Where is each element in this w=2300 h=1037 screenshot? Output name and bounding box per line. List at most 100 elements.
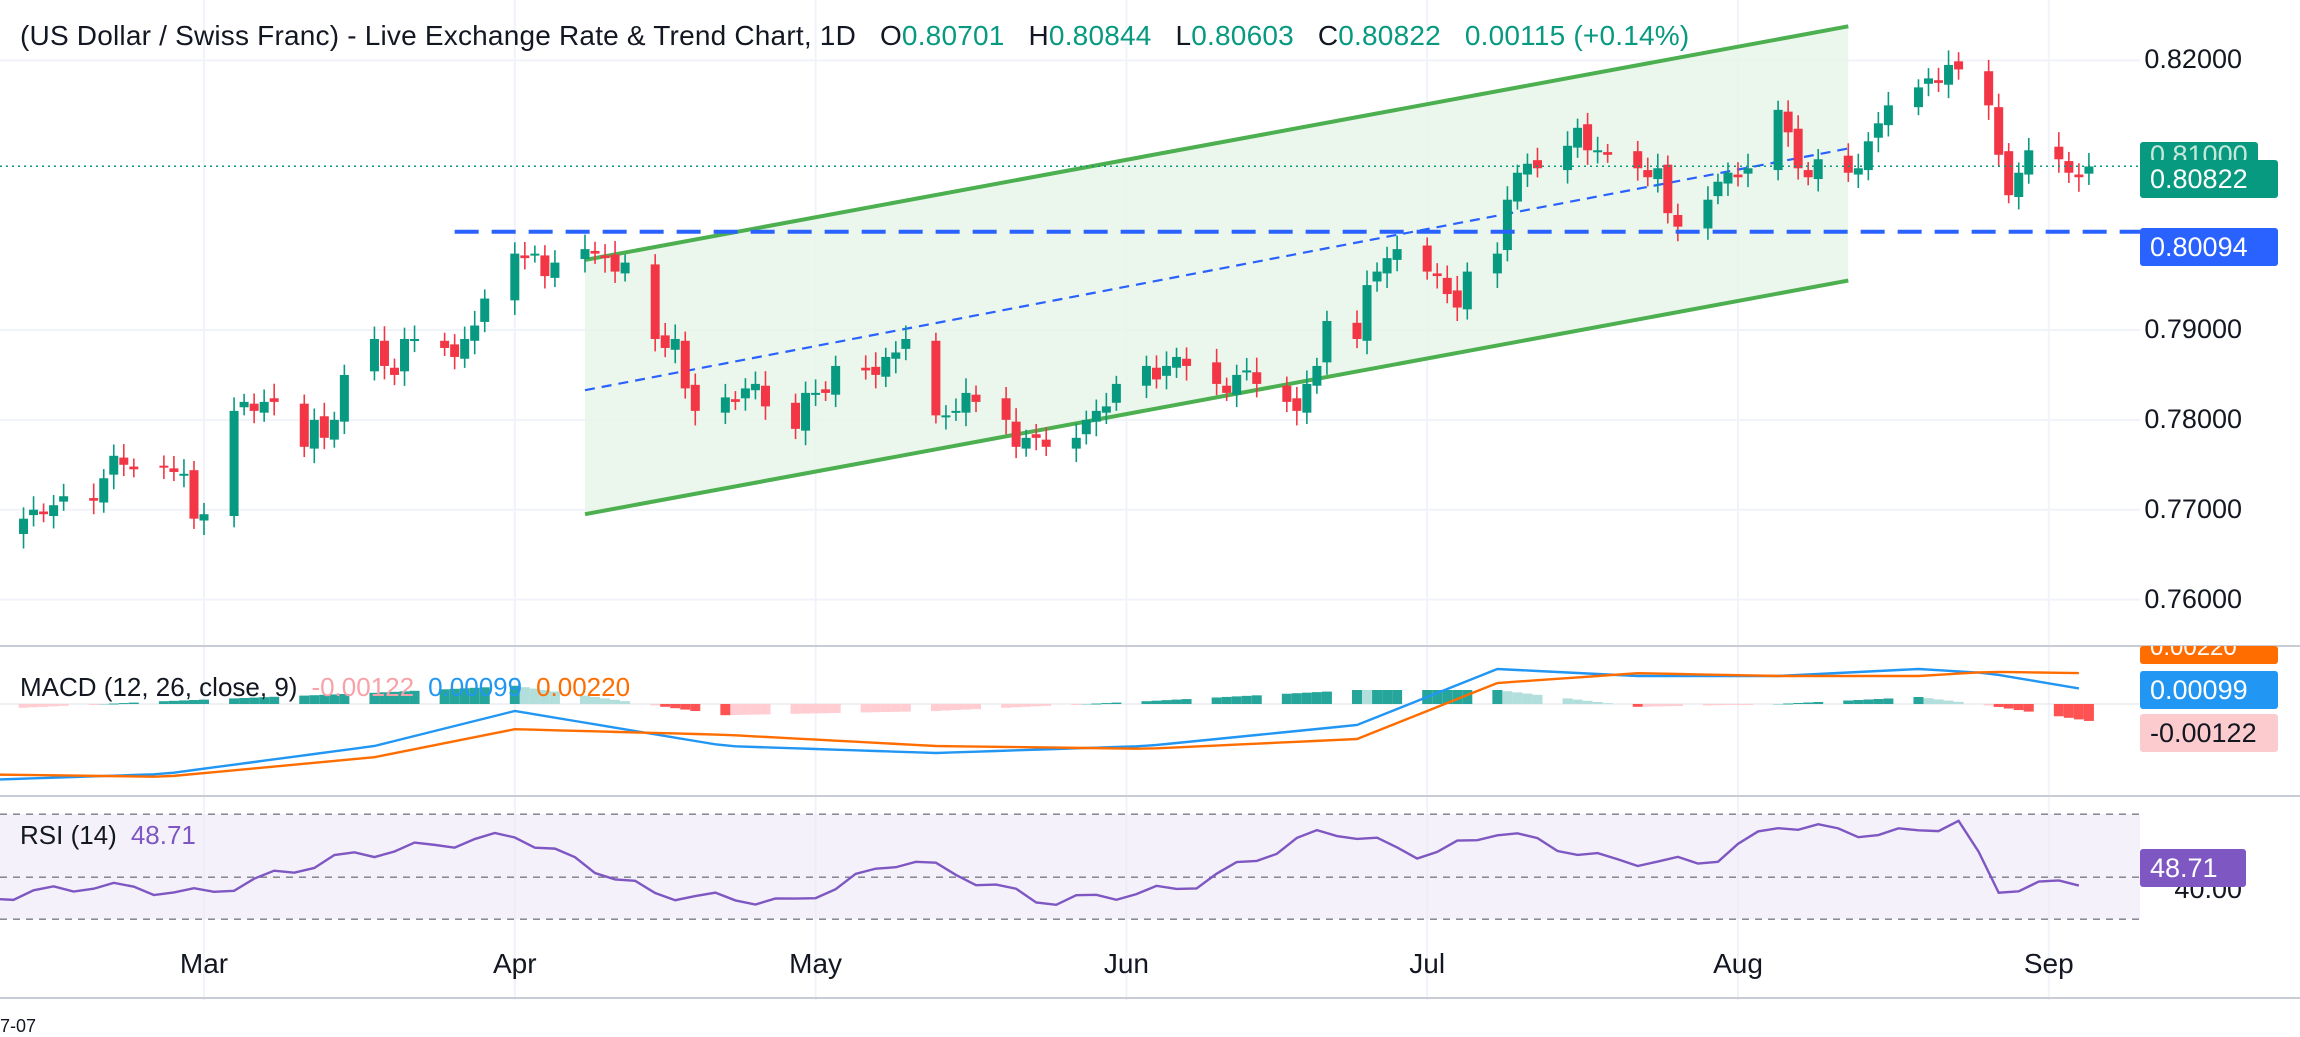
candle-body (1312, 365, 1322, 386)
macd-histogram-bar (1722, 704, 1733, 705)
macd-histogram-bar (1362, 690, 1373, 704)
macd-histogram-bar (1241, 695, 1252, 704)
macd-histogram-bar (399, 691, 410, 704)
close-value: 0.80822 (1338, 20, 1441, 51)
macd-histogram-bar (1843, 700, 1854, 704)
candle-body (861, 367, 871, 371)
candle-body (690, 384, 700, 411)
candle-body (1773, 109, 1783, 171)
candle-body (379, 340, 389, 366)
macd-line-tag: 0.00099 (2140, 671, 2278, 709)
macd-histogram-tag: -0.00122 (2140, 714, 2278, 752)
rsi-title: RSI (14) (20, 820, 117, 850)
macd-histogram-bar (1923, 698, 1934, 704)
macd-histogram-bar (2023, 704, 2034, 712)
candle-body (169, 468, 179, 472)
candle-body (680, 340, 690, 389)
macd-histogram-bar (28, 704, 39, 708)
macd-histogram-value: -0.00122 (311, 672, 415, 702)
macd-signal-tag: 0.00220 (2140, 646, 2278, 664)
candle-body (369, 338, 379, 372)
macd-histogram-bar (1662, 704, 1673, 707)
candle-body (1743, 168, 1753, 174)
macd-histogram-bar (259, 697, 270, 704)
candle-body (1803, 170, 1813, 178)
high-label: H (1028, 20, 1049, 51)
macd-histogram-bar (229, 698, 240, 704)
macd-histogram-bar (1231, 696, 1242, 704)
candle-body (1382, 258, 1392, 274)
candle-body (1703, 199, 1713, 229)
support-level-tag: 0.80094 (2140, 228, 2278, 266)
macd-histogram-bar (1522, 693, 1533, 704)
candle-body (520, 255, 530, 259)
candle-body (389, 367, 399, 375)
candle-body (1573, 127, 1583, 148)
macd-histogram-bar (680, 704, 691, 710)
macd-histogram-bar (620, 701, 631, 704)
macd-histogram-bar (2053, 704, 2064, 717)
macd-line-value: 0.00099 (428, 672, 523, 702)
candle-body (961, 392, 971, 413)
macd-histogram-bar (38, 704, 49, 707)
candle-body (89, 498, 99, 501)
macd-histogram-bar (2013, 704, 2024, 711)
macd-histogram-bar (1432, 690, 1443, 704)
macd-signal-line (0, 670, 2079, 778)
candle-body (239, 401, 249, 408)
price-axis-label: 0.78000 (2144, 403, 2242, 434)
candle-body (2074, 174, 2084, 178)
macd-histogram-bar (1452, 690, 1463, 704)
macd-histogram-bar (1372, 690, 1383, 704)
macd-histogram-bar (1071, 704, 1082, 705)
candle-body (1011, 421, 1021, 447)
candle-body (109, 455, 119, 475)
macd-histogram-bar (940, 704, 951, 711)
candle-body (1212, 362, 1222, 384)
macd-histogram-bar (479, 687, 490, 704)
low-label: L (1175, 20, 1192, 51)
chart-title: (US Dollar / Swiss Franc) - Live Exchang… (20, 20, 856, 51)
macd-histogram-bar (1151, 700, 1162, 704)
candle-body (269, 398, 279, 402)
candle-body (400, 338, 410, 372)
candle-body (99, 478, 109, 503)
macd-histogram-bar (339, 694, 350, 704)
candle-body (129, 466, 139, 470)
macd-histogram-bar (439, 689, 450, 704)
macd-histogram-bar (178, 700, 189, 704)
candle-body (29, 509, 39, 516)
candle-body (470, 325, 480, 341)
candle-body (319, 416, 329, 438)
macd-histogram-bar (690, 704, 701, 711)
candle-body (1362, 285, 1372, 341)
candle-body (1883, 105, 1893, 126)
price-axis-label: 0.82000 (2144, 44, 2242, 75)
candle-body (1282, 385, 1292, 402)
candle-body (1392, 249, 1402, 260)
candle-body (460, 338, 470, 359)
macd-signal-value: 0.00220 (536, 672, 631, 702)
macd-histogram-bar (1301, 692, 1312, 704)
candle-body (1422, 245, 1432, 272)
macd-histogram-bar (1251, 695, 1262, 704)
candle-body (1532, 160, 1542, 169)
macd-histogram-bar (118, 703, 129, 705)
candle-body (1994, 107, 2004, 155)
candle-body (2054, 146, 2064, 160)
macd-histogram-bar (239, 698, 250, 704)
macd-histogram-bar (1291, 693, 1302, 704)
candle-body (1492, 253, 1502, 274)
candle-body (1322, 321, 1332, 363)
macd-histogram-bar (168, 700, 179, 704)
candle-body (720, 397, 730, 413)
candle-body (650, 264, 660, 339)
candle-body (1633, 151, 1643, 169)
macd-histogram-bar (1642, 704, 1653, 707)
candle-body (39, 511, 49, 515)
macd-histogram-bar (1602, 703, 1613, 705)
candle-body (881, 356, 891, 377)
candle-body (410, 338, 420, 341)
candle-body (600, 255, 610, 259)
